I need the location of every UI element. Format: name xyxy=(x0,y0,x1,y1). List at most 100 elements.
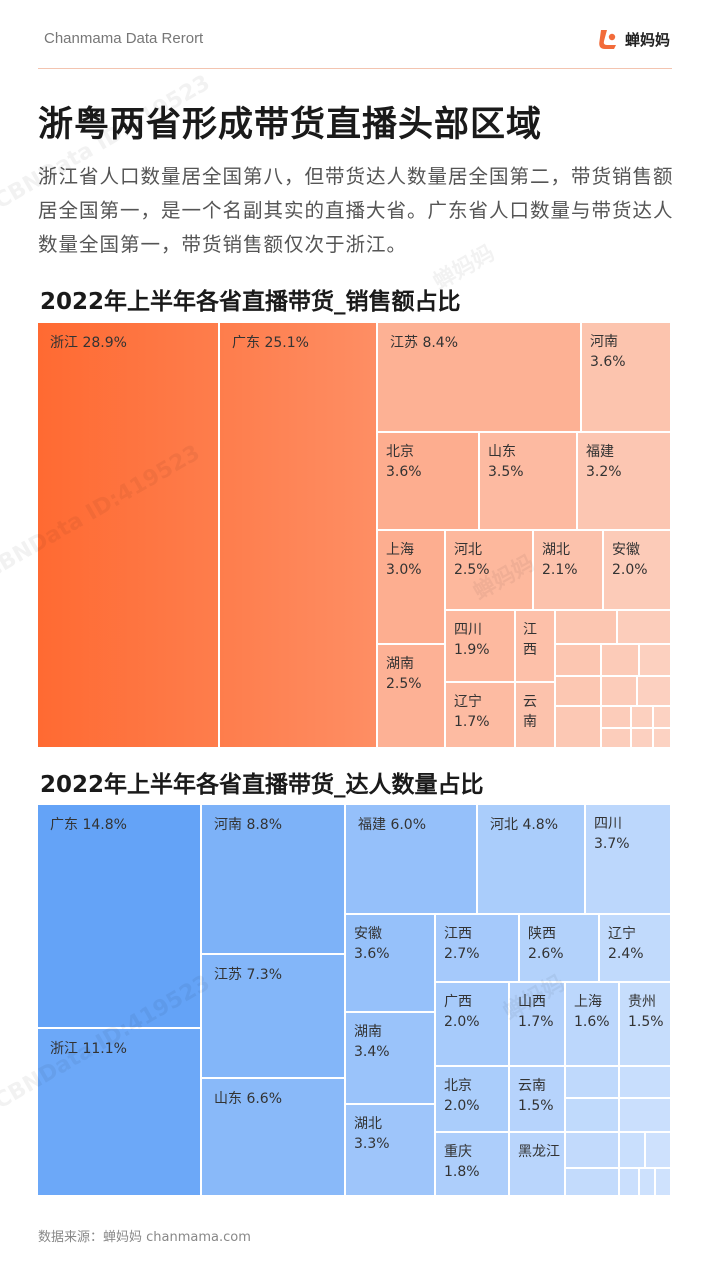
sales-cell-rect xyxy=(578,433,670,529)
creators-cell-rect xyxy=(38,805,200,1027)
creators-cell: 黑龙江 xyxy=(510,1133,564,1195)
creators-cell-label: 河南 8.8% xyxy=(214,817,282,833)
creators-cell: 湖南 3.4% xyxy=(346,1013,434,1103)
creators-cell: 广西 2.0% xyxy=(436,983,508,1065)
sales-cell-label: 河南 3.6% xyxy=(590,334,626,370)
sales-cell-label: 江苏 8.4% xyxy=(390,335,458,351)
sales-cell: 上海 3.0% xyxy=(378,531,444,643)
creators-minor-cell xyxy=(566,1133,618,1167)
sales-cell-rect xyxy=(378,531,444,643)
data-source-note: 数据来源：蝉妈妈 chanmama.com xyxy=(38,1230,251,1245)
creators-minor-cell xyxy=(646,1133,670,1167)
creators-cell-rect xyxy=(510,1133,564,1195)
sales-minor-cell xyxy=(556,611,616,643)
creators-cell-label: 云南 1.5% xyxy=(518,1078,554,1114)
sales-cell-rect xyxy=(220,323,376,747)
creators-cell-rect xyxy=(346,805,476,913)
creators-cell-rect xyxy=(600,915,670,981)
creators-cell-rect xyxy=(346,915,434,1011)
creators-cell-label: 辽宁 2.4% xyxy=(608,925,644,962)
creators-cell-label: 四川 3.7% xyxy=(594,816,630,852)
sales-cell-label: 上海 3.0% xyxy=(386,542,422,578)
creators-cell-label: 上海 1.6% xyxy=(574,994,610,1030)
sales-cell-label: 湖北 2.1% xyxy=(542,542,578,578)
sales-cell-rect xyxy=(516,611,554,681)
sales-cell: 辽宁 1.7% xyxy=(446,683,514,747)
creators-cell-rect xyxy=(436,1133,508,1195)
creators-cell-rect xyxy=(202,1079,344,1195)
creators-cell-rect xyxy=(510,983,564,1065)
creators-cell: 福建 6.0% xyxy=(346,805,476,913)
sales-cell-label: 辽宁 1.7% xyxy=(454,693,490,730)
creators-cell-label: 陕西 2.6% xyxy=(528,926,564,962)
creators-cell-label: 湖南 3.4% xyxy=(354,1024,390,1060)
sales-cell-label: 山东 3.5% xyxy=(488,444,524,480)
creators-cell-label: 山西 1.7% xyxy=(518,994,554,1030)
creators-cell: 贵州 1.5% xyxy=(620,983,670,1065)
sales-cell-rect xyxy=(378,645,444,747)
creators-chart-title: 2022年上半年各省直播带货_达人数量占比 xyxy=(40,772,484,798)
sales-cell-label: 云南 xyxy=(523,694,537,730)
creators-cell-label: 江苏 7.3% xyxy=(214,967,282,983)
creators-cell: 四川 3.7% xyxy=(586,805,670,913)
creators-cell: 辽宁 2.4% xyxy=(600,915,670,981)
creators-minor-cell xyxy=(566,1099,618,1131)
sales-cell-rect xyxy=(38,323,218,747)
creators-cell: 山西 1.7% xyxy=(510,983,564,1065)
creators-cell: 陕西 2.6% xyxy=(520,915,598,981)
sales-minor-cell xyxy=(602,707,630,727)
sales-cell: 河南 3.6% xyxy=(582,323,670,431)
brand-icon xyxy=(599,30,616,49)
creators-cell-label: 河北 4.8% xyxy=(490,817,558,833)
creators-cell-rect xyxy=(202,805,344,953)
creators-cell: 河北 4.8% xyxy=(478,805,584,913)
sales-cell: 北京 3.6% xyxy=(378,433,478,529)
creators-minor-cell xyxy=(566,1169,618,1195)
creators-cell-label: 江西 2.7% xyxy=(444,926,480,962)
report-tagline: Chanmama Data Rerort xyxy=(44,30,204,47)
sales-cell: 四川 1.9% xyxy=(446,611,514,681)
creators-cell-label: 山东 6.6% xyxy=(214,1091,282,1107)
creators-cell-label: 湖北 3.3% xyxy=(354,1116,390,1152)
creators-cell: 安徽 3.6% xyxy=(346,915,434,1011)
sales-minor-cell xyxy=(556,677,600,705)
creators-treemap: 广东 14.8% 浙江 11.1% 河南 8.8% 江苏 7.3% 山东 6.6% 福建 … xyxy=(38,805,670,1195)
sales-cell-label: 河北 2.5% xyxy=(454,542,490,578)
creators-cell: 云南 1.5% xyxy=(510,1067,564,1131)
creators-cell-rect xyxy=(202,955,344,1077)
sales-cell: 广东 25.1% xyxy=(220,323,376,747)
sales-cell-rect xyxy=(378,323,580,431)
creators-minor-cell xyxy=(620,1169,638,1195)
sales-cell-rect xyxy=(446,683,514,747)
creators-cell-label: 重庆 1.8% xyxy=(444,1144,480,1180)
creators-cell: 山东 6.6% xyxy=(202,1079,344,1195)
brand-logo: 蝉妈妈 xyxy=(597,28,670,50)
creators-cell: 江苏 7.3% xyxy=(202,955,344,1077)
sales-cell-label: 江西 xyxy=(523,622,537,658)
creators-cell-rect xyxy=(566,983,618,1065)
sales-minor-cell xyxy=(556,645,600,675)
sales-cell-label: 福建 3.2% xyxy=(586,444,622,480)
sales-cell-label: 广东 25.1% xyxy=(232,335,309,351)
creators-cell-rect xyxy=(346,1105,434,1195)
creators-cell-label: 福建 6.0% xyxy=(358,817,426,833)
brand-name: 蝉妈妈 xyxy=(624,30,670,49)
sales-minor-cell xyxy=(602,645,638,675)
sales-minor-cell xyxy=(654,729,670,747)
creators-minor-cell xyxy=(620,1067,670,1097)
creators-cell: 上海 1.6% xyxy=(566,983,618,1065)
creators-cell: 浙江 11.1% xyxy=(38,1029,200,1195)
header-divider xyxy=(38,68,672,69)
sales-minor-cell xyxy=(618,611,670,643)
creators-minor-cell xyxy=(566,1067,618,1097)
creators-minor-cell xyxy=(620,1099,670,1131)
sales-cell: 安徽 2.0% xyxy=(604,531,670,609)
sales-treemap: 浙江 28.9% 广东 25.1% 江苏 8.4% 河南 3.6% 北京 3.6% 山东 3.5… xyxy=(38,323,670,747)
sales-cell: 山东 3.5% xyxy=(480,433,576,529)
sales-cell: 湖北 2.1% xyxy=(534,531,602,609)
creators-cell-rect xyxy=(620,983,670,1065)
sales-cell-rect xyxy=(446,611,514,681)
sales-minor-cell xyxy=(602,677,636,705)
sales-minor-cell xyxy=(640,645,670,675)
intro-paragraph: 浙江省人口数量居全国第八，但带货达人数量居全国第二，带货销售额居全国第一，是一个… xyxy=(38,165,674,256)
